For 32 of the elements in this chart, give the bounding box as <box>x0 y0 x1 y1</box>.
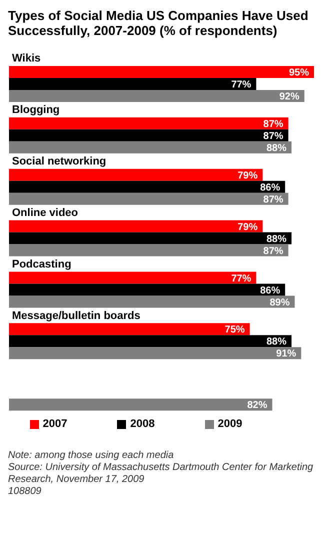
data-label: 87% <box>263 246 284 257</box>
data-label: 79% <box>238 222 258 233</box>
data-label: 86% <box>260 285 280 296</box>
text: Note: among those using each media <box>8 450 175 462</box>
legend-label: 2007 <box>42 418 68 430</box>
data-label: 89% <box>270 297 290 308</box>
data-label: 88% <box>266 234 287 245</box>
source-note: Source: University of Massachusetts Dartmouth Center for Marketing Research, November 17, 2009 <box>8 462 314 486</box>
y-tick-label: Podcasting <box>12 258 72 270</box>
y-tick-label: Online video <box>12 207 78 219</box>
legend-label: 2009 <box>218 418 242 430</box>
data-label: 87% <box>263 130 284 142</box>
data-label: 88% <box>266 142 287 154</box>
y-tick-label: Blogging <box>12 104 60 116</box>
text: 108809 <box>8 486 42 498</box>
data-label: 82% <box>247 400 268 412</box>
data-label: 87% <box>263 118 284 130</box>
data-label: 86% <box>260 182 280 194</box>
data-label: 92% <box>279 92 300 103</box>
data-label: 91% <box>276 348 296 360</box>
data-label: 75% <box>224 324 245 336</box>
y-tick-label: Wikis <box>12 52 41 65</box>
data-label: 77% <box>231 80 252 91</box>
y-tick-label: Social networking <box>12 156 106 168</box>
data-label: 87% <box>263 194 284 206</box>
data-label: 95% <box>288 68 310 79</box>
chart-title: Types of Social Media US Companies Have Used Successfully, 2007-2009 (% of respondents) <box>8 8 310 38</box>
data-label: 79% <box>238 170 258 182</box>
legend-label: 2008 <box>130 418 155 430</box>
data-label: 88% <box>266 336 287 348</box>
data-label: 77% <box>231 273 252 284</box>
y-tick-label: Message/bulletin boards <box>12 310 140 322</box>
